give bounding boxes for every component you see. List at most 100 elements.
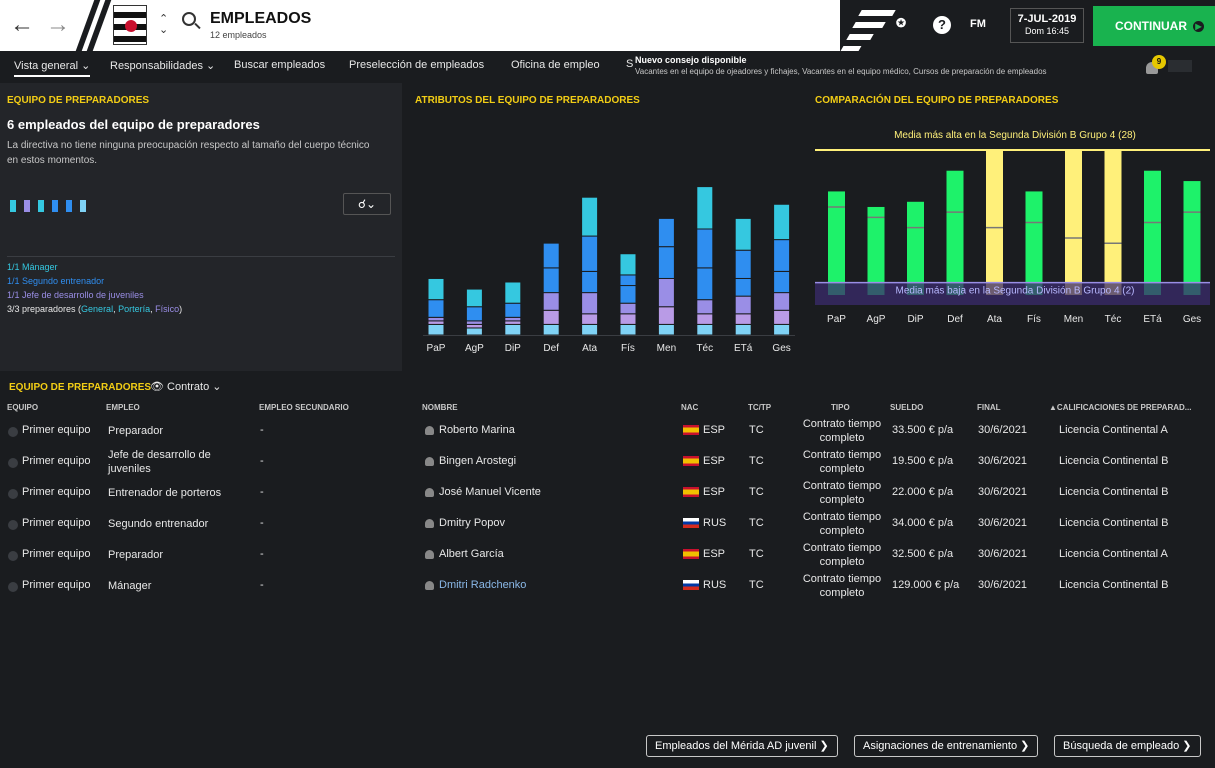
comparison-bar[interactable] [1025, 191, 1043, 295]
cell-nombre[interactable]: Dmitri Radchenko [425, 579, 526, 591]
x-tick-label: Def [947, 314, 963, 325]
col-equipo[interactable]: EQUIPO [7, 403, 39, 412]
row-status-icon [8, 489, 18, 499]
col-calificaciones[interactable]: ▲CALIFICACIONES DE PREPARAD... [1049, 403, 1192, 412]
col-nombre[interactable]: NOMBRE [422, 403, 458, 412]
world-icon[interactable]: ✪ [896, 16, 907, 30]
cell-sueldo: 129.000 € p/a [892, 579, 960, 591]
cell-nombre[interactable]: Albert García [425, 548, 504, 560]
help-icon[interactable]: ? [933, 16, 951, 34]
tab-responsabilidades[interactable]: Responsabilidades ⌄ [110, 60, 216, 72]
bar-segment [427, 323, 445, 336]
bar-segment [734, 295, 752, 315]
comparison-bar[interactable] [1065, 150, 1082, 295]
col-final[interactable]: FINAL [977, 403, 1001, 412]
league-min-band [815, 282, 1210, 305]
comparison-bar[interactable] [828, 191, 845, 295]
flag-icon [683, 549, 699, 560]
x-tick-label: Ges [772, 343, 790, 354]
coach-general-link[interactable]: General [81, 304, 114, 314]
cell-calificaciones: Licencia Continental A [1059, 424, 1168, 436]
cell-nombre[interactable]: José Manuel Vicente [425, 486, 541, 498]
bar-segment [542, 309, 560, 325]
col-tipo[interactable]: TIPO [831, 403, 850, 412]
youth-staff-button[interactable]: Empleados del Mérida AD juvenil ❯ [646, 735, 838, 757]
comparison-bar[interactable] [946, 170, 964, 295]
col-sueldo[interactable]: SUELDO [890, 403, 924, 412]
club-switch-icon[interactable]: ⌃ ⌄ [159, 13, 169, 36]
bar-segment [773, 203, 791, 241]
bar-segment [619, 313, 637, 325]
row-status-icon [8, 427, 18, 437]
coach-fisico-link[interactable]: Físico [155, 304, 180, 314]
training-assignments-button[interactable]: Asignaciones de entrenamiento ❯ [854, 735, 1039, 757]
table-row[interactable]: Primer equipo Segundo entrenador - Dmitry P… [0, 509, 1215, 540]
comparison-bar[interactable] [986, 150, 1003, 295]
comparison-bar[interactable] [1104, 150, 1122, 295]
col-nac[interactable]: NAC [681, 403, 699, 412]
row-status-icon [8, 458, 18, 468]
x-tick-label: Fís [1027, 314, 1041, 325]
cell-empleo: Preparador [108, 425, 164, 437]
cell-equipo: Primer equipo [22, 424, 91, 436]
flag-icon [683, 487, 699, 498]
tab-buscar-empleados[interactable]: Buscar empleados [234, 59, 326, 71]
forward-arrow-icon[interactable]: → [46, 11, 70, 38]
club-crest-logo[interactable] [113, 5, 147, 45]
cell-sueldo: 32.500 € p/a [892, 548, 954, 560]
fm-menu-icon[interactable]: FM [970, 18, 986, 30]
cell-nombre[interactable]: Dmitry Popov [425, 517, 505, 529]
tab-preseleccion[interactable]: Preselección de empleados [349, 59, 485, 71]
comparison-bar[interactable] [1183, 181, 1201, 295]
table-row[interactable]: Primer equipo Entrenador de porteros - José… [0, 478, 1215, 509]
person-icon [425, 549, 434, 559]
cell-nac: RUS [683, 579, 726, 591]
date-display[interactable]: 7-JUL-2019 Dom 16:45 [1010, 8, 1084, 43]
staff-person-icon [66, 200, 72, 212]
tab-vista-general[interactable]: Vista general ⌄ [14, 59, 91, 77]
cell-nac: ESP [683, 548, 725, 560]
comparison-bar[interactable] [867, 206, 885, 295]
x-tick-label: AgP [465, 343, 484, 354]
table-row[interactable]: Primer equipo Jefe de desarrollo de juven… [0, 447, 1215, 478]
search-icon[interactable] [182, 12, 196, 26]
col-empleo[interactable]: EMPLEO [106, 403, 140, 412]
coach-portero-link[interactable]: Portería [118, 304, 151, 314]
people-filter-button[interactable]: ☌⌄ [343, 193, 391, 215]
league-max-label: Media más alta en la Segunda División B … [894, 130, 1136, 141]
bar-segment [696, 299, 714, 315]
cell-tctp: TC [749, 517, 764, 529]
cell-secundario: - [260, 517, 264, 529]
eye-icon: 👁 [150, 381, 164, 393]
table-row[interactable]: Primer equipo Mánager - Dmitri Radchenko RUS… [0, 571, 1215, 602]
table-row[interactable]: Primer equipo Preparador - Albert García ESP… [0, 540, 1215, 571]
tip-text[interactable]: Vacantes en el equipo de ojeadores y fic… [635, 67, 1047, 76]
back-arrow-icon[interactable]: ← [10, 11, 34, 38]
bar-segment [581, 235, 599, 272]
col-secundario[interactable]: EMPLEO SECUNDARIO [259, 403, 349, 412]
tab-oficina-empleo[interactable]: Oficina de empleo [511, 59, 600, 71]
continue-button[interactable]: CONTINUAR ▶ [1093, 6, 1215, 46]
staff-search-button[interactable]: Búsqueda de empleado ❯ [1054, 735, 1201, 757]
view-selector[interactable]: 👁 Contrato ⌄ [150, 381, 222, 393]
table-row[interactable]: Primer equipo Preparador - Roberto Marina ES… [0, 416, 1215, 447]
cell-nombre[interactable]: Bingen Arostegi [425, 455, 516, 467]
cell-calificaciones: Licencia Continental A [1059, 548, 1168, 560]
bar-segment [427, 316, 445, 322]
cell-sueldo: 34.000 € p/a [892, 517, 954, 529]
cell-empleo: Jefe de desarrollo de juveniles [108, 449, 211, 475]
col-tctp[interactable]: TC/TP [748, 403, 772, 412]
cell-nombre[interactable]: Roberto Marina [425, 424, 515, 436]
cell-sueldo: 22.000 € p/a [892, 486, 954, 498]
tab-truncated[interactable]: S [626, 58, 634, 70]
comparison-bar[interactable] [1144, 170, 1161, 295]
tip-title[interactable]: Nuevo consejo disponible [635, 55, 747, 65]
bar-segment [581, 323, 599, 336]
cell-tipo: Contrato tiempo completo [802, 511, 882, 537]
cell-final: 30/6/2021 [978, 579, 1027, 591]
flag-icon [683, 580, 699, 591]
comparison-bar[interactable] [907, 201, 924, 295]
bar-segment [773, 239, 791, 272]
league-min-label: Media más baja en la Segunda División B … [895, 286, 1134, 297]
x-tick-label: ETá [734, 343, 753, 354]
